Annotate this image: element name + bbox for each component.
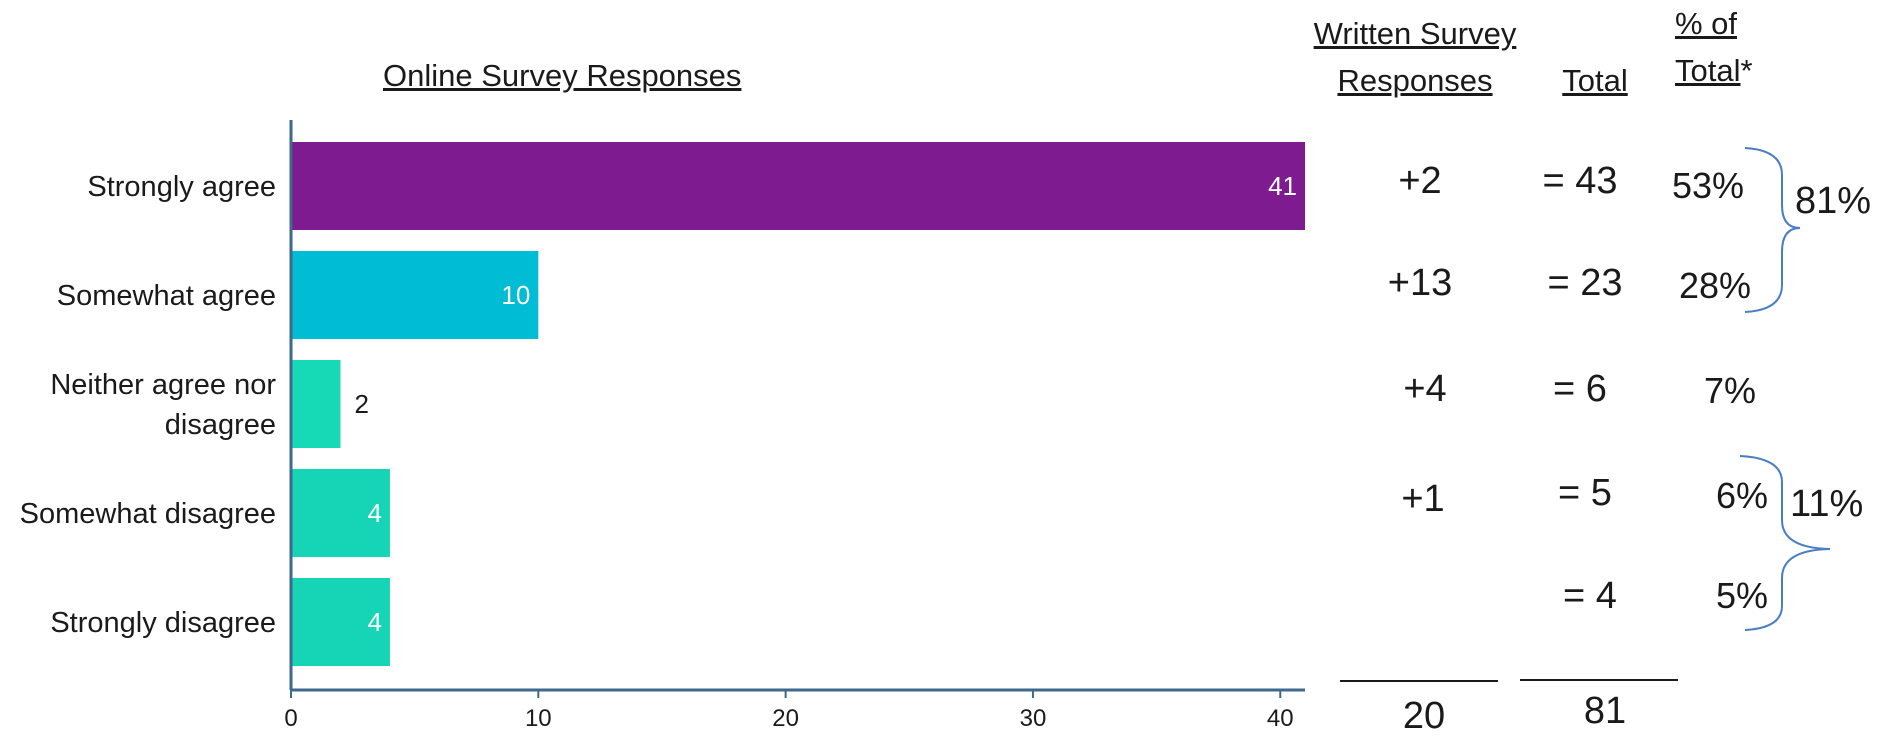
- agree-brace: [1744, 147, 1801, 313]
- x-tick-label: 40: [1267, 705, 1294, 732]
- percent-cell: 5%: [1715, 575, 1769, 616]
- total-cell: = 23: [1547, 262, 1623, 304]
- total-cell: = 43: [1542, 160, 1618, 202]
- bar-value-label: 2: [354, 389, 368, 419]
- written-sum: 20: [1402, 695, 1446, 737]
- written-header-line1: Written Survey: [1313, 16, 1517, 51]
- bar-value-label: 10: [501, 280, 530, 310]
- category-label: Strongly disagree: [50, 607, 276, 639]
- written-sum-rule: [1340, 680, 1498, 682]
- category-label: Strongly agree: [87, 171, 276, 203]
- category-label: Somewhat agree: [57, 280, 276, 312]
- total-cell: = 4: [1563, 575, 1617, 617]
- disagree-brace: [1739, 455, 1831, 631]
- x-tick-label: 30: [1020, 705, 1047, 732]
- disagree-group-total: 11%: [1790, 483, 1864, 525]
- bar-value-label: 41: [1268, 171, 1297, 201]
- category-label: Neither agree nor: [50, 369, 276, 401]
- bar: [291, 360, 341, 448]
- bar: [291, 578, 390, 666]
- written-cell: +2: [1398, 160, 1442, 202]
- written-header: Written Survey Responses: [1290, 10, 1540, 104]
- percent-cell: 7%: [1703, 370, 1757, 411]
- total-cell: = 6: [1553, 368, 1607, 410]
- total-cell: = 5: [1558, 472, 1612, 514]
- bar: [291, 142, 1305, 230]
- agree-group-total: 81%: [1795, 180, 1872, 222]
- pct-header-suffix: *: [1740, 53, 1753, 88]
- bar-value-label: 4: [367, 607, 381, 637]
- pct-header-line2: Total: [1675, 53, 1741, 88]
- total-sum: 81: [1583, 690, 1627, 732]
- category-label: Somewhat disagree: [20, 498, 276, 530]
- total-header-label: Total: [1562, 63, 1628, 98]
- percent-cell: 28%: [1678, 265, 1752, 306]
- chart-title: Online Survey Responses: [383, 58, 742, 93]
- pct-header-line1: % of: [1675, 6, 1738, 41]
- pct-header: % of Total*: [1675, 0, 1795, 94]
- total-sum-rule: [1520, 679, 1678, 681]
- category-label: disagree: [165, 409, 276, 441]
- x-tick-label: 0: [284, 705, 297, 732]
- written-cell: +4: [1403, 368, 1447, 410]
- bar: [291, 469, 390, 557]
- written-cell: +13: [1387, 262, 1453, 304]
- bar: [291, 251, 539, 339]
- bar-value-label: 4: [367, 498, 381, 528]
- written-header-line2: Responses: [1337, 63, 1493, 98]
- x-tick-label: 10: [525, 705, 552, 732]
- percent-cell: 6%: [1715, 475, 1769, 516]
- x-tick-label: 20: [772, 705, 799, 732]
- percent-cell: 53%: [1671, 165, 1745, 206]
- written-cell: +1: [1401, 478, 1445, 520]
- total-header: Total: [1545, 57, 1645, 104]
